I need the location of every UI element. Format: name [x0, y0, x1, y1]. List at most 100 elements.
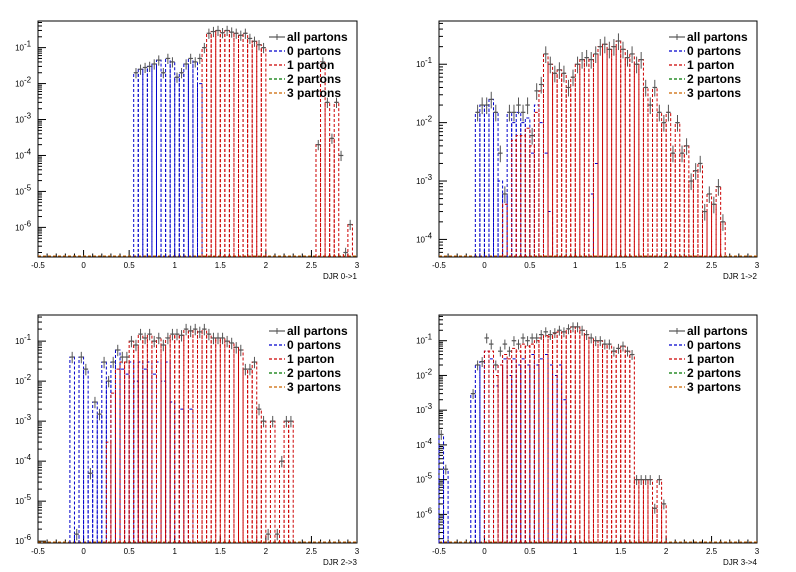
y-tick-exponent: -3	[425, 173, 433, 182]
legend-entry: 3 partons	[287, 86, 341, 100]
zero-partons-bar	[155, 361, 162, 543]
one-parton-bar	[692, 170, 699, 257]
zero-partons-bar	[178, 408, 185, 543]
zero-partons-bar	[155, 59, 162, 257]
zero-partons-series	[133, 57, 203, 257]
zero-partons-bar	[506, 111, 513, 257]
one-parton-bar	[114, 368, 121, 543]
one-parton-bar	[119, 361, 126, 543]
one-parton-bar	[615, 347, 622, 543]
one-parton-bar	[520, 343, 526, 543]
one-parton-bar	[679, 152, 685, 257]
zero-partons-bar	[443, 468, 449, 543]
zero-partons-bar	[169, 61, 176, 257]
one-parton-bar	[146, 333, 153, 543]
zero-partons-bar	[165, 57, 171, 257]
zero-partons-bar	[114, 349, 121, 543]
x-tick-label: 3	[355, 261, 360, 270]
one-parton-bar	[638, 479, 644, 543]
one-parton-bar	[497, 364, 504, 543]
one-parton-bar	[502, 203, 508, 257]
x-tick-label: 2.5	[706, 547, 718, 556]
zero-partons-bar	[502, 358, 508, 543]
zero-partons-bar	[524, 117, 531, 257]
zero-partons-bar	[165, 361, 171, 543]
zero-partons-bar	[479, 361, 485, 543]
one-parton-bar	[192, 328, 198, 543]
zero-partons-bar	[151, 373, 157, 543]
one-parton-bar	[524, 127, 531, 257]
x-tick-label: 2.5	[706, 261, 718, 270]
one-parton-bar	[251, 361, 258, 543]
one-parton-bar	[238, 349, 244, 543]
zero-partons-bar	[192, 61, 198, 257]
zero-partons-bar	[146, 65, 153, 257]
x-tick-label: 0	[81, 547, 86, 556]
one-parton-bar	[533, 340, 540, 543]
y-tick-label: 10	[15, 187, 24, 196]
y-tick-exponent: -5	[24, 493, 32, 502]
one-parton-bar	[533, 111, 540, 257]
x-tick-label: 1.5	[615, 547, 627, 556]
zero-partons-bar	[588, 193, 594, 257]
all-partons-series	[69, 323, 294, 541]
one-parton-bar	[201, 47, 208, 257]
one-parton-bar	[260, 420, 267, 543]
y-tick-label: 10	[15, 497, 24, 506]
one-parton-bar	[642, 86, 649, 257]
zero-partons-bar	[529, 152, 535, 257]
zero-partons-bar	[488, 358, 495, 543]
x-tick-label: 0	[482, 547, 487, 556]
one-parton-bar	[520, 135, 526, 257]
one-parton-bar	[283, 420, 290, 543]
one-parton-bar	[329, 137, 335, 257]
legend-entry: 0 partons	[287, 338, 341, 352]
one-parton-bar	[524, 345, 531, 543]
one-parton-bar	[219, 337, 226, 543]
one-parton-bar	[347, 224, 353, 257]
one-parton-bar	[561, 331, 567, 543]
one-parton-bar	[538, 337, 544, 543]
zero-partons-bar	[133, 72, 139, 257]
y-tick-label: 10	[416, 337, 425, 346]
one-parton-bar	[333, 101, 340, 257]
one-parton-bar	[187, 330, 194, 543]
y-tick-exponent: -4	[24, 453, 32, 462]
legend-entry: 2 partons	[687, 72, 741, 86]
all-partons-series	[133, 25, 353, 257]
one-parton-bar	[506, 358, 513, 543]
one-parton-series	[105, 328, 294, 543]
one-parton-bar	[574, 63, 581, 257]
one-parton-bar	[606, 343, 613, 543]
legend-entry: 1 parton	[287, 352, 334, 366]
y-tick-label: 10	[15, 417, 24, 426]
x-tick-label: 2	[264, 547, 269, 556]
one-parton-bar	[583, 334, 590, 543]
zero-partons-bar	[78, 356, 85, 543]
x-tick-label: 1.5	[215, 261, 227, 270]
legend-entry: 3 partons	[687, 86, 741, 100]
y-tick-exponent: -2	[24, 76, 32, 85]
x-tick-label: 0.5	[524, 547, 536, 556]
zero-partons-bar	[470, 393, 476, 543]
one-parton-bar	[570, 326, 576, 543]
zero-partons-bar	[142, 368, 148, 543]
y-tick-label: 10	[416, 177, 425, 186]
legend-entry: 1 parton	[687, 58, 734, 72]
one-parton-bar	[674, 122, 681, 257]
one-parton-bar	[219, 32, 226, 257]
zero-partons-bar	[174, 76, 180, 257]
one-parton-bar	[269, 420, 276, 543]
y-tick-exponent: -4	[425, 231, 433, 240]
one-parton-bar	[606, 48, 613, 257]
one-parton-bar	[502, 354, 508, 543]
y-tick-label: 10	[416, 406, 425, 415]
zero-partons-bar	[142, 66, 148, 257]
zero-partons-bar	[474, 111, 481, 257]
